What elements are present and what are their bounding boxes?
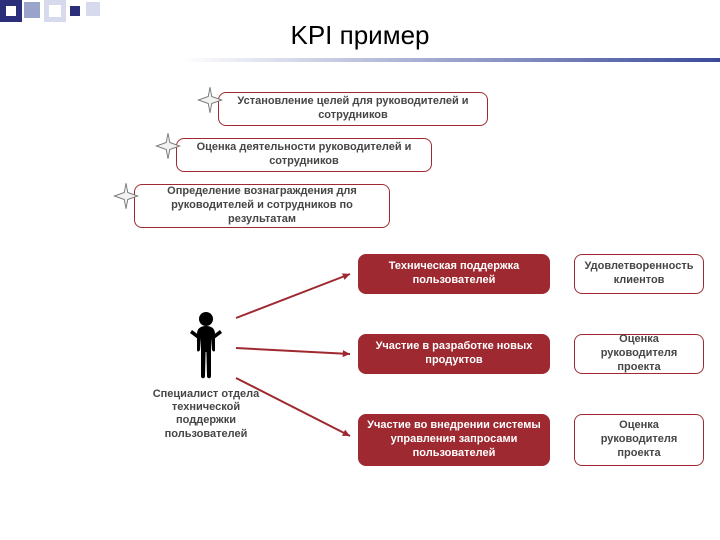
activity-box-2: Участие в разработке новых продуктов — [358, 334, 550, 374]
star-icon — [154, 132, 182, 160]
star-icon — [196, 86, 224, 114]
kpi-box-3: Оценка руководителя проекта — [574, 414, 704, 466]
person-icon — [186, 310, 226, 380]
step-box-2: Оценка деятельности руководителей и сотр… — [176, 138, 432, 172]
star-icon — [112, 182, 140, 210]
diagram-stage: Установление целей для руководителей и с… — [0, 0, 720, 540]
activity-box-3: Участие во внедрении системы управления … — [358, 414, 550, 466]
step-box-1: Установление целей для руководителей и с… — [218, 92, 488, 126]
kpi-box-2: Оценка руководителя проекта — [574, 334, 704, 374]
arrow-2 — [226, 338, 360, 364]
kpi-box-1: Удовлетворенность клиентов — [574, 254, 704, 294]
step-box-3: Определение вознаграждения для руководит… — [134, 184, 390, 228]
arrow-3 — [226, 368, 360, 446]
arrow-1 — [226, 264, 360, 328]
activity-box-1: Техническая поддержка пользователей — [358, 254, 550, 294]
